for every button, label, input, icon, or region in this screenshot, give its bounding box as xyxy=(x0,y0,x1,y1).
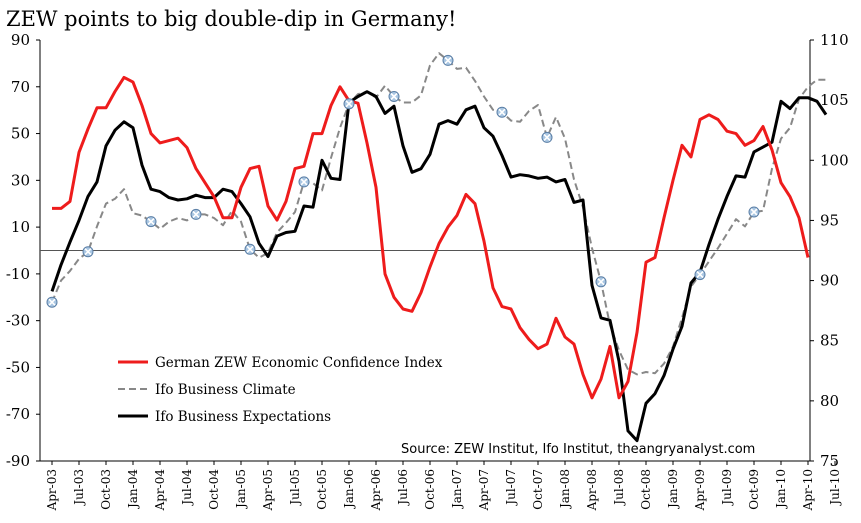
climate-marker xyxy=(595,276,607,288)
climate-marker xyxy=(442,54,454,66)
x-tick-label: Jan-08 xyxy=(558,469,572,510)
x-tick-label: Jan-07 xyxy=(450,469,464,510)
x-tick-label: Oct-03 xyxy=(99,469,113,510)
climate-marker-cross xyxy=(444,56,452,64)
x-tick-label: Apr-06 xyxy=(369,469,383,511)
x-tick-label: Jan-06 xyxy=(342,469,356,510)
climate-marker xyxy=(343,98,355,110)
x-tick-label: Jan-10 xyxy=(774,469,788,510)
x-tick-label: Jan-05 xyxy=(234,469,248,510)
climate-marker-cross xyxy=(390,92,398,101)
right-tick-label: 100 xyxy=(820,151,849,169)
left-tick-label: -10 xyxy=(6,265,30,283)
x-tick-label: Oct-04 xyxy=(207,469,221,510)
left-tick-label: 10 xyxy=(11,218,30,236)
legend: German ZEW Economic Confidence Index Ifo… xyxy=(118,355,443,425)
left-tick-label: 90 xyxy=(11,31,30,49)
right-tick-label: 90 xyxy=(820,272,839,290)
climate-marker-cross xyxy=(300,178,308,186)
x-tick-label: Jul-08 xyxy=(612,469,626,507)
left-tick-label: -50 xyxy=(6,358,30,376)
climate-marker-cross xyxy=(498,108,506,116)
x-tick-label: Jan-09 xyxy=(666,469,680,510)
left-tick-label: 30 xyxy=(11,171,30,189)
left-tick-label: -90 xyxy=(6,452,30,470)
climate-marker xyxy=(145,216,157,228)
legend-label-ifo-expectations: Ifo Business Expectations xyxy=(155,409,331,425)
legend-label-zew: German ZEW Economic Confidence Index xyxy=(155,355,443,371)
climate-marker xyxy=(388,91,400,102)
climate-marker xyxy=(190,208,202,220)
climate-marker xyxy=(46,296,58,308)
climate-marker-cross xyxy=(192,210,200,218)
climate-marker-cross xyxy=(147,218,155,226)
x-tick-label: Oct-09 xyxy=(747,469,761,510)
x-tick-label: Jul-10 xyxy=(828,469,842,507)
marker-layer xyxy=(46,54,760,308)
climate-marker xyxy=(748,206,760,218)
climate-marker-cross xyxy=(84,248,92,256)
right-tick-label: 75 xyxy=(820,452,839,470)
x-tick-label: Apr-09 xyxy=(693,469,707,511)
left-tick-label: -30 xyxy=(6,312,30,330)
climate-marker-cross xyxy=(597,278,605,286)
climate-marker xyxy=(244,243,256,255)
x-tick-label: Apr-08 xyxy=(585,469,599,511)
x-tick-label: Jul-07 xyxy=(504,469,518,507)
climate-marker-cross xyxy=(48,298,56,306)
chart-title: ZEW points to big double-dip in Germany! xyxy=(6,7,456,31)
x-tick-label: Jul-04 xyxy=(180,469,194,507)
x-tick-label: Apr-04 xyxy=(153,469,167,512)
x-tick-label: Jul-06 xyxy=(396,469,410,507)
left-tick-label: -70 xyxy=(6,405,30,423)
climate-marker xyxy=(694,269,706,281)
x-tick-label: Apr-03 xyxy=(45,469,59,511)
source-note: Source: ZEW Institut, Ifo Institut, thea… xyxy=(401,442,755,457)
legend-label-ifo-climate: Ifo Business Climate xyxy=(155,382,296,398)
climate-marker-cross xyxy=(345,100,353,108)
climate-marker-cross xyxy=(543,133,551,141)
x-axis: Apr-03 Jul-03 Oct-03 Jan-04 Apr-04 Jul-04 Oct-… xyxy=(40,250,842,512)
climate-marker xyxy=(298,176,310,188)
climate-marker-cross xyxy=(696,271,704,279)
climate-marker xyxy=(496,106,508,118)
right-tick-label: 105 xyxy=(820,91,849,109)
left-tick-label: 50 xyxy=(11,125,30,143)
climate-marker-cross xyxy=(750,208,758,216)
climate-marker xyxy=(541,131,553,143)
x-tick-label: Jul-09 xyxy=(720,469,734,507)
left-y-axis: 90 70 50 30 10 -10 -30 -50 -70 -90 xyxy=(6,31,41,470)
x-tick-label: Oct-08 xyxy=(639,469,653,510)
climate-marker xyxy=(82,246,94,258)
x-tick-label: Jul-05 xyxy=(288,469,302,507)
climate-marker-cross xyxy=(246,245,254,253)
left-tick-label: 70 xyxy=(11,78,30,96)
right-tick-label: 85 xyxy=(820,332,839,350)
x-tick-label: Apr-10 xyxy=(801,469,815,511)
right-tick-label: 80 xyxy=(820,392,839,410)
zew-line xyxy=(52,75,810,400)
x-tick-label: Apr-07 xyxy=(477,469,491,511)
x-tick-label: Jul-03 xyxy=(72,469,86,507)
x-tick-label: Jan-04 xyxy=(126,469,140,510)
x-tick-label: Oct-07 xyxy=(531,469,545,510)
x-tick-label: Oct-05 xyxy=(315,469,329,510)
x-tick-label: Oct-06 xyxy=(423,469,437,510)
right-tick-label: 95 xyxy=(820,211,839,229)
ifo-climate-line xyxy=(51,52,826,376)
x-tick-label: Apr-05 xyxy=(261,469,275,511)
right-tick-label: 110 xyxy=(820,31,849,49)
right-y-axis: 110 105 100 95 90 85 80 75 xyxy=(809,31,849,470)
